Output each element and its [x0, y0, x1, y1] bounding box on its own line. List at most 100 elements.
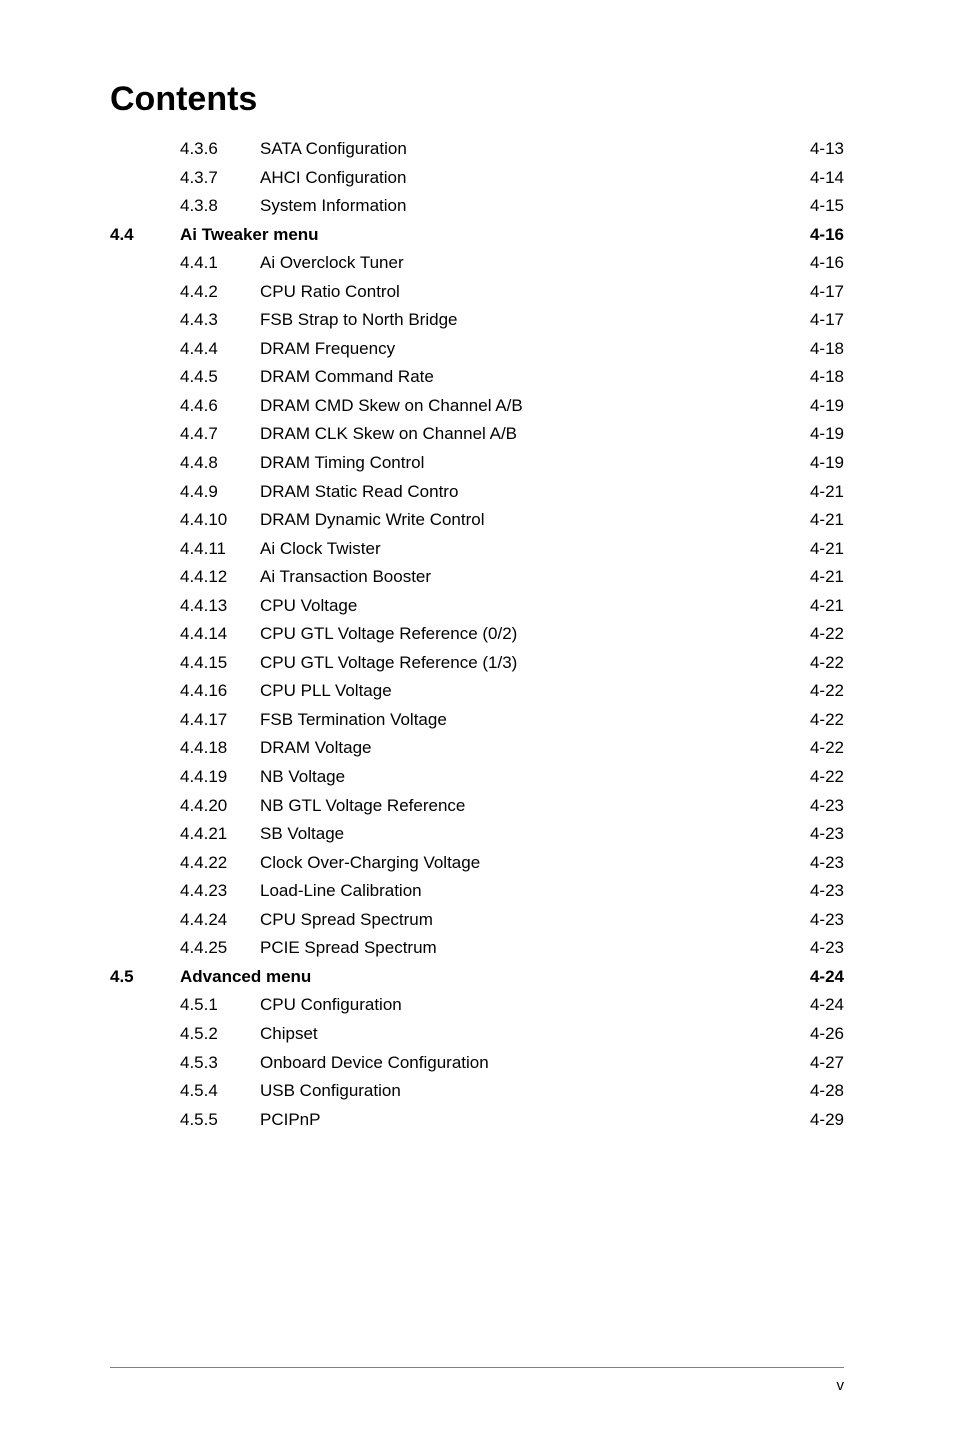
toc-page-number: 4-23: [810, 877, 844, 906]
toc-entry: 4.4Ai Tweaker menu4-16: [110, 221, 844, 250]
toc-page-number: 4-22: [810, 734, 844, 763]
toc-page-number: 4-16: [810, 221, 844, 250]
toc-section-number: 4.5.3: [180, 1049, 260, 1078]
toc-entry: 4.3.7AHCI Configuration4-14: [110, 164, 844, 193]
toc-section-number: 4.4.22: [180, 849, 260, 878]
toc-entry: 4.5.2Chipset4-26: [110, 1020, 844, 1049]
toc-label: CPU PLL Voltage: [260, 677, 392, 706]
toc-page-number: 4-23: [810, 849, 844, 878]
toc-label: CPU Configuration: [260, 991, 402, 1020]
toc-label: DRAM Static Read Contro: [260, 478, 458, 507]
toc-entry: 4.4.6DRAM CMD Skew on Channel A/B 4-19: [110, 392, 844, 421]
toc-page-number: 4-22: [810, 763, 844, 792]
toc-label: Load-Line Calibration: [260, 877, 422, 906]
toc-page-number: 4-22: [810, 706, 844, 735]
toc-entry: 4.5.4USB Configuration 4-28: [110, 1077, 844, 1106]
toc-label: DRAM CMD Skew on Channel A/B: [260, 392, 523, 421]
toc-chapter-number: 4.5: [110, 963, 180, 992]
toc-page-number: 4-19: [810, 392, 844, 421]
toc-entry: 4.4.1Ai Overclock Tuner4-16: [110, 249, 844, 278]
toc-section-number: 4.4.5: [180, 363, 260, 392]
footer-page-number: v: [837, 1377, 845, 1394]
toc-section-number: 4.4.21: [180, 820, 260, 849]
toc-label: PCIPnP: [260, 1106, 320, 1135]
toc-label: NB Voltage: [260, 763, 345, 792]
toc-entry: 4.4.21SB Voltage4-23: [110, 820, 844, 849]
toc-section-number: 4.5.4: [180, 1077, 260, 1106]
toc-section-number: 4.4.2: [180, 278, 260, 307]
toc-page-number: 4-26: [810, 1020, 844, 1049]
toc-entry: 4.4.7DRAM CLK Skew on Channel A/B 4-19: [110, 420, 844, 449]
toc-entry: 4.3.6SATA Configuration4-13: [110, 135, 844, 164]
toc-section-number: 4.4.18: [180, 734, 260, 763]
toc-section-number: 4.4.8: [180, 449, 260, 478]
toc-section-number: 4.4.10: [180, 506, 260, 535]
toc-section-number: 4.4.7: [180, 420, 260, 449]
toc-page-number: 4-19: [810, 420, 844, 449]
toc-label: Ai Overclock Tuner: [260, 249, 404, 278]
toc-section-number: 4.5.1: [180, 991, 260, 1020]
toc-label: DRAM CLK Skew on Channel A/B: [260, 420, 517, 449]
toc-entry: 4.4.18DRAM Voltage4-22: [110, 734, 844, 763]
toc-page-number: 4-28: [810, 1077, 844, 1106]
toc-label: CPU Spread Spectrum: [260, 906, 433, 935]
toc-page-number: 4-22: [810, 649, 844, 678]
toc-entry: 4.4.9DRAM Static Read Contro4-21: [110, 478, 844, 507]
toc-page-number: 4-23: [810, 792, 844, 821]
toc-label: DRAM Frequency: [260, 335, 395, 364]
toc-label: DRAM Dynamic Write Control: [260, 506, 485, 535]
toc-entry: 4.4.2CPU Ratio Control4-17: [110, 278, 844, 307]
toc-entry: 4.4.15CPU GTL Voltage Reference (1/3)4-2…: [110, 649, 844, 678]
toc-section-number: 4.3.6: [180, 135, 260, 164]
toc-page-number: 4-22: [810, 677, 844, 706]
toc-page-number: 4-21: [810, 478, 844, 507]
toc-section-number: 4.4.16: [180, 677, 260, 706]
toc-page-number: 4-29: [810, 1106, 844, 1135]
toc-page-number: 4-27: [810, 1049, 844, 1078]
toc-entry: 4.5.5PCIPnP 4-29: [110, 1106, 844, 1135]
toc-label: Onboard Device Configuration: [260, 1049, 489, 1078]
toc-section-number: 4.3.8: [180, 192, 260, 221]
toc-label: FSB Termination Voltage: [260, 706, 447, 735]
toc-entry: 4.4.19NB Voltage 4-22: [110, 763, 844, 792]
toc-page-number: 4-16: [810, 249, 844, 278]
toc-label: CPU Ratio Control: [260, 278, 400, 307]
toc-label: USB Configuration: [260, 1077, 401, 1106]
toc-entry: 4.3.8System Information4-15: [110, 192, 844, 221]
toc-entry: 4.4.24CPU Spread Spectrum4-23: [110, 906, 844, 935]
toc-entry: 4.4.10DRAM Dynamic Write Control 4-21: [110, 506, 844, 535]
toc-page-number: 4-13: [810, 135, 844, 164]
toc-page-number: 4-14: [810, 164, 844, 193]
toc-section-number: 4.4.17: [180, 706, 260, 735]
toc-label: PCIE Spread Spectrum: [260, 934, 437, 963]
toc-section-number: 4.4.23: [180, 877, 260, 906]
toc-label: AHCI Configuration: [260, 164, 406, 193]
toc-entry: 4.5.3Onboard Device Configuration 4-27: [110, 1049, 844, 1078]
toc-section-number: 4.4.3: [180, 306, 260, 335]
toc-section-number: 4.4.6: [180, 392, 260, 421]
toc-entry: 4.5.1CPU Configuration4-24: [110, 991, 844, 1020]
page: Contents 4.3.6SATA Configuration4-134.3.…: [0, 0, 954, 1438]
toc-label: DRAM Command Rate: [260, 363, 434, 392]
toc-page-number: 4-18: [810, 363, 844, 392]
toc-page-number: 4-19: [810, 449, 844, 478]
toc-section-number: 4.5.2: [180, 1020, 260, 1049]
toc-entry: 4.4.17FSB Termination Voltage 4-22: [110, 706, 844, 735]
toc-page-number: 4-21: [810, 506, 844, 535]
toc-section-number: 4.5.5: [180, 1106, 260, 1135]
toc-page-number: 4-17: [810, 306, 844, 335]
toc-entry: 4.4.4DRAM Frequency 4-18: [110, 335, 844, 364]
toc-page-number: 4-15: [810, 192, 844, 221]
toc-entry: 4.4.8DRAM Timing Control4-19: [110, 449, 844, 478]
toc-label: Ai Clock Twister: [260, 535, 381, 564]
toc-section-number: 4.4.19: [180, 763, 260, 792]
toc-section-number: 4.4.4: [180, 335, 260, 364]
toc-section-number: 4.4.24: [180, 906, 260, 935]
toc-page-number: 4-18: [810, 335, 844, 364]
toc-chapter-number: 4.4: [110, 221, 180, 250]
toc-entry: 4.4.13CPU Voltage 4-21: [110, 592, 844, 621]
toc-page-number: 4-21: [810, 563, 844, 592]
toc-entry: 4.4.16CPU PLL Voltage 4-22: [110, 677, 844, 706]
toc-page-number: 4-21: [810, 592, 844, 621]
toc-entry: 4.4.20NB GTL Voltage Reference4-23: [110, 792, 844, 821]
